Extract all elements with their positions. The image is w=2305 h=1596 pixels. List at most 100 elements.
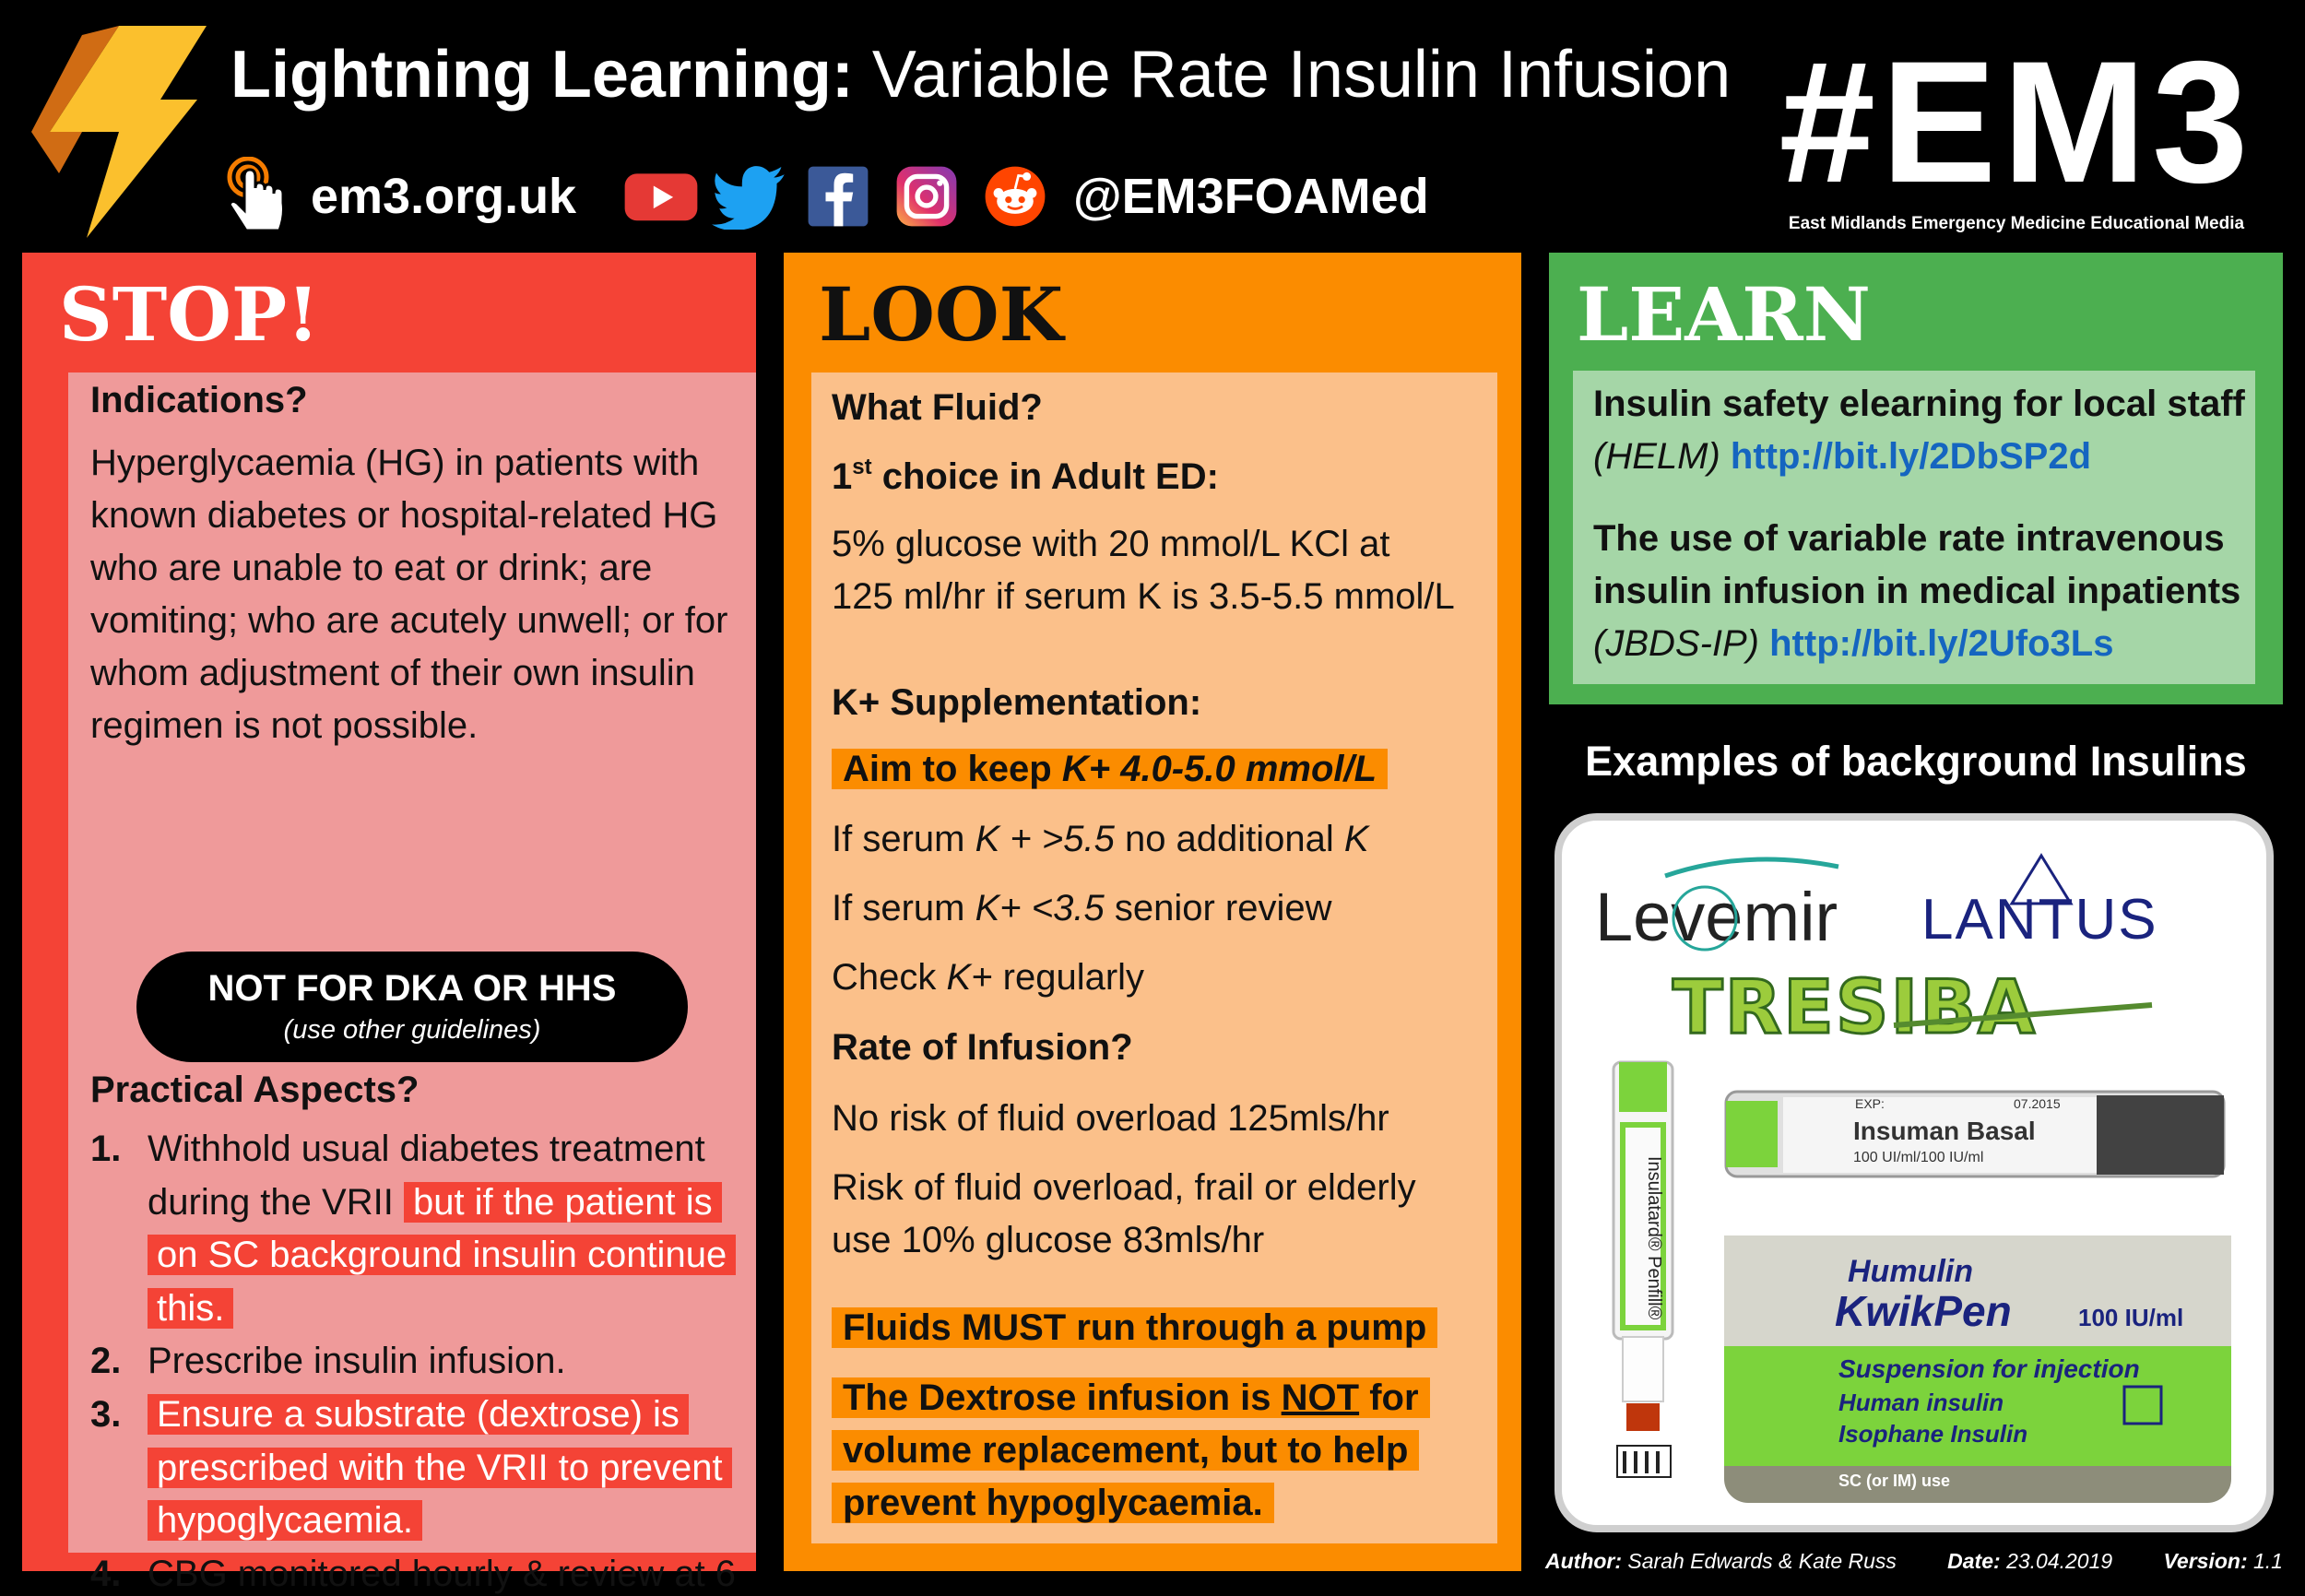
humulin-line-4: SC (or IM) use [1838,1472,1950,1490]
footer: Author: Sarah Edwards & Kate Russ Date: … [1545,1549,2283,1574]
list-item: 2. Prescribe insulin infusion. [90,1335,754,1389]
rate-1: No risk of fluid overload 125mls/hr [832,1098,1389,1139]
reddit-icon[interactable] [977,163,1053,230]
click-hand-icon [227,157,285,232]
k1-mid: no additional [1114,819,1344,859]
resource-2-link[interactable]: http://bit.ly/2Ufo3Ls [1769,623,2114,664]
first-choice-sup: st [852,455,872,479]
date-label: Date: [1947,1549,2001,1573]
lightning-bolt-icon [31,26,207,238]
rate-2: Risk of fluid overload, frail or elderly… [832,1167,1416,1260]
humulin-kwikpen: Humulin KwikPen 100 IU/ml Suspension for… [1724,1235,2231,1503]
lantus-logo: LANTUS [1921,888,2158,952]
resource-2-tag: (JBDS-IP) [1593,623,1759,664]
list-item: 1. Withhold usual diabetes treatment dur… [90,1123,754,1335]
practical-list: 1. Withhold usual diabetes treatment dur… [90,1123,754,1596]
learn-title: LEARN [1577,271,1871,358]
kwikpen-strength: 100 IU/ml [2078,1304,2183,1331]
date-value: 23.04.2019 [2006,1549,2113,1573]
first-choice: 1st choice in Adult ED: [832,451,1486,503]
humulin-line-2: Human insulin [1838,1389,2004,1416]
not-for-dka-badge: NOT FOR DKA OR HHS (use other guidelines… [136,952,688,1062]
k2-em: K+ <3.5 [975,888,1105,928]
k1-em: K + >5.5 [975,819,1115,859]
page-title: Lightning Learning: Variable Rate Insuli… [230,37,1731,112]
humulin-label: Humulin [1848,1254,1973,1289]
learn-content: Insulin safety elearning for local staff… [1573,371,2255,684]
k3-post: regularly [992,957,1145,998]
website-text: em3.org.uk [311,169,577,224]
stop-panel: STOP! Indications? Hyperglycaemia (HG) i… [22,253,756,1594]
first-choice-num: 1 [832,456,853,497]
resource-1-tag: (HELM) [1593,436,1720,477]
resource-2-title: The use of variable rate intravenous ins… [1593,518,2241,611]
first-choice-label: choice in Adult ED: [871,456,1219,497]
insuman-date: 07.2015 [2014,1096,2061,1111]
k2-post: senior review [1104,888,1332,928]
resource-1-title: Insulin safety elearning for local staff [1593,384,2245,424]
resource-1: Insulin safety elearning for local staff… [1593,378,2248,483]
version-label: Version: [2163,1549,2248,1573]
look-panel: LOOK What Fluid? 1st choice in Adult ED:… [784,253,1521,1571]
insuman-label: Insuman Basal [1853,1117,2036,1145]
k3-pre: Check [832,957,947,998]
instagram-icon[interactable] [889,163,964,230]
dextrose-box: The Dextrose infusion is NOT for volume … [832,1372,1440,1530]
humulin-line-1: Suspension for injection [1838,1354,2140,1383]
facebook-icon[interactable] [800,163,876,230]
resource-1-link[interactable]: http://bit.ly/2DbSP2d [1730,436,2092,477]
fluid-text: 5% glucose with 20 mmol/L KCl at 125 ml/… [832,524,1455,617]
list-text: Withhold usual diabetes treatment during… [148,1129,705,1223]
list-highlight: Ensure a substrate (dextrose) is prescri… [148,1393,732,1542]
aim-box: Aim to keep K+ 4.0-5.0 mmol/L [832,743,1486,796]
aim-value: K+ 4.0-5.0 mmol/L [1061,749,1377,789]
list-item: 3. Ensure a substrate (dextrose) is pres… [90,1389,754,1548]
version-value: 1.1 [2253,1549,2283,1573]
list-text: CBG monitored hourly & review at 6 hours… [148,1553,737,1594]
insuman-cartridge: Insuman Basal 100 UI/ml/100 IU/ml EXP: 0… [1724,1090,2226,1178]
list-number: 1. [90,1129,122,1169]
version-info: Version: 1.1 [2163,1549,2283,1574]
learn-panel: LEARN Insulin safety elearning for local… [1549,253,2283,704]
kwikpen-label: KwikPen [1835,1287,2012,1335]
practical-heading: Practical Aspects? [90,1070,420,1110]
insulatard-label: Insulatard® Penfill® [1644,1156,1664,1320]
dex-pre: The Dextrose infusion is [843,1377,1282,1418]
insulatard-pen: Insulatard® Penfill® [1612,1060,1674,1478]
warning-main: NOT FOR DKA OR HHS [207,968,617,1009]
logo-text: #EM3 [1779,25,2254,219]
indications-heading: Indications? [90,380,308,420]
insulin-examples-image: Levemir LANTUS TRESIBA Insulatard® Penfi… [1554,813,2274,1532]
levemir-logo: Levemir [1595,879,1838,955]
k-rule-1: If serum K + >5.5 no additional K [832,813,1486,866]
humulin-line-3: Isophane Insulin [1838,1420,2027,1448]
tresiba-logo: TRESIBA [1673,964,2037,1050]
youtube-icon[interactable] [623,163,699,230]
website-link[interactable]: em3.org.uk [226,155,576,238]
insulin-illustration: Levemir LANTUS TRESIBA Insulatard® Penfi… [1595,853,2231,1503]
rate-heading: Rate of Infusion? [832,1027,1133,1068]
list-text: Prescribe insulin infusion. [148,1341,566,1382]
title-rest: Variable Rate Insulin Infusion [871,38,1732,112]
stop-content: Indications? Hyperglycaemia (HG) in pati… [68,372,756,1594]
fluid-heading: What Fluid? [832,387,1043,428]
k3-em: K+ [946,957,993,998]
social-bar: @EM3FOAMed [623,159,1429,234]
insuman-exp: EXP: [1855,1096,1885,1111]
dex-not: NOT [1281,1377,1360,1418]
social-handle[interactable]: @EM3FOAMed [1073,169,1429,224]
resource-2: The use of variable rate intravenous ins… [1593,513,2248,670]
list-number: 3. [90,1393,122,1435]
list-item: 4. CBG monitored hourly & review at 6 ho… [90,1548,754,1596]
list-number: 2. [90,1341,122,1382]
dex-post: for volume replacement, but to help prev… [843,1377,1419,1523]
warning-sub: (use other guidelines) [283,1015,541,1045]
em3-logo: #EM3 East Midlands Emergency Medicine Ed… [1754,25,2279,234]
examples-title: Examples of background Insulins [1585,738,2247,785]
list-number: 4. [90,1553,122,1594]
twitter-icon[interactable] [712,163,787,230]
pump-box: Fluids MUST run through a pump [832,1302,1486,1354]
date-info: Date: 23.04.2019 [1947,1549,2112,1574]
author-value: Sarah Edwards & Kate Russ [1627,1549,1897,1573]
title-bold: Lightning Learning: [230,38,854,112]
